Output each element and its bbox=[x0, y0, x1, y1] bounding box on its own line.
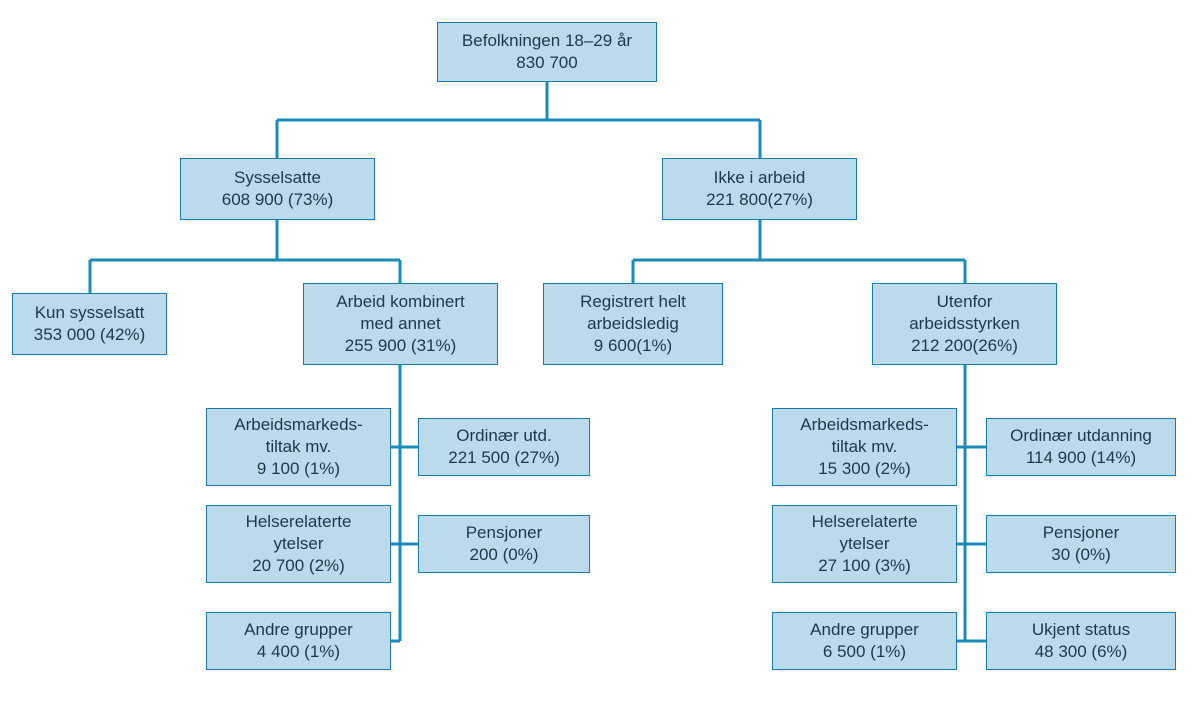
value: 221 800(27%) bbox=[706, 189, 813, 211]
node-ak-andre: Andre grupper 4 400 (1%) bbox=[206, 612, 391, 670]
label1: Arbeidsmarkeds- bbox=[234, 414, 363, 436]
node-uf-tiltak: Arbeidsmarkeds- tiltak mv. 15 300 (2%) bbox=[772, 408, 957, 486]
node-ak-helse: Helserelaterte ytelser 20 700 (2%) bbox=[206, 505, 391, 583]
value: 9 600(1%) bbox=[594, 335, 672, 357]
node-reg-ledig: Registrert helt arbeidsledig 9 600(1%) bbox=[543, 283, 723, 365]
label2: arbeidsledig bbox=[587, 313, 679, 335]
value: 20 700 (2%) bbox=[252, 555, 345, 577]
label2: ytelser bbox=[839, 533, 889, 555]
value: 27 100 (3%) bbox=[818, 555, 911, 577]
value: 255 900 (31%) bbox=[345, 335, 457, 357]
node-sysselsatte: Sysselsatte 608 900 (73%) bbox=[180, 158, 375, 220]
label2: tiltak mv. bbox=[266, 436, 332, 458]
node-ak-utd: Ordinær utd. 221 500 (27%) bbox=[418, 418, 590, 476]
node-root: Befolkningen 18–29 år 830 700 bbox=[437, 22, 657, 82]
value: 9 100 (1%) bbox=[257, 458, 340, 480]
label: Pensjoner bbox=[1043, 522, 1120, 544]
label: Pensjoner bbox=[466, 522, 543, 544]
label1: Helserelaterte bbox=[812, 511, 918, 533]
label2: med annet bbox=[360, 313, 440, 335]
node-root-line1: Befolkningen 18–29 år bbox=[462, 30, 632, 52]
value: 221 500 (27%) bbox=[448, 447, 560, 469]
node-kun-sysselsatt: Kun sysselsatt 353 000 (42%) bbox=[12, 293, 167, 355]
node-arbeid-kombinert: Arbeid kombinert med annet 255 900 (31%) bbox=[303, 283, 498, 365]
label2: arbeidsstyrken bbox=[909, 313, 1020, 335]
label: Sysselsatte bbox=[234, 167, 321, 189]
label: Kun sysselsatt bbox=[35, 302, 145, 324]
value: 48 300 (6%) bbox=[1035, 641, 1128, 663]
value: 15 300 (2%) bbox=[818, 458, 911, 480]
label1: Arbeid kombinert bbox=[336, 291, 465, 313]
label1: Arbeidsmarkeds- bbox=[800, 414, 929, 436]
node-root-line2: 830 700 bbox=[516, 52, 577, 74]
label1: Utenfor bbox=[937, 291, 993, 313]
node-ak-pensjon: Pensjoner 200 (0%) bbox=[418, 515, 590, 573]
label2: ytelser bbox=[273, 533, 323, 555]
node-uf-ukjent: Ukjent status 48 300 (6%) bbox=[986, 612, 1176, 670]
label2: tiltak mv. bbox=[832, 436, 898, 458]
node-ak-tiltak: Arbeidsmarkeds- tiltak mv. 9 100 (1%) bbox=[206, 408, 391, 486]
label1: Helserelaterte bbox=[246, 511, 352, 533]
label: Ikke i arbeid bbox=[714, 167, 806, 189]
label: Ukjent status bbox=[1032, 619, 1130, 641]
node-ikke-arbeid: Ikke i arbeid 221 800(27%) bbox=[662, 158, 857, 220]
label: Andre grupper bbox=[244, 619, 353, 641]
node-utenfor: Utenfor arbeidsstyrken 212 200(26%) bbox=[872, 283, 1057, 365]
value: 4 400 (1%) bbox=[257, 641, 340, 663]
node-uf-utd: Ordinær utdanning 114 900 (14%) bbox=[986, 418, 1176, 476]
value: 30 (0%) bbox=[1051, 544, 1111, 566]
label1: Registrert helt bbox=[580, 291, 686, 313]
value: 6 500 (1%) bbox=[823, 641, 906, 663]
label: Ordinær utdanning bbox=[1010, 425, 1152, 447]
node-uf-andre: Andre grupper 6 500 (1%) bbox=[772, 612, 957, 670]
label: Ordinær utd. bbox=[456, 425, 551, 447]
value: 212 200(26%) bbox=[911, 335, 1018, 357]
label: Andre grupper bbox=[810, 619, 919, 641]
value: 114 900 (14%) bbox=[1026, 447, 1136, 469]
node-uf-helse: Helserelaterte ytelser 27 100 (3%) bbox=[772, 505, 957, 583]
node-uf-pensjon: Pensjoner 30 (0%) bbox=[986, 515, 1176, 573]
value: 608 900 (73%) bbox=[222, 189, 334, 211]
value: 200 (0%) bbox=[470, 544, 539, 566]
value: 353 000 (42%) bbox=[34, 324, 146, 346]
